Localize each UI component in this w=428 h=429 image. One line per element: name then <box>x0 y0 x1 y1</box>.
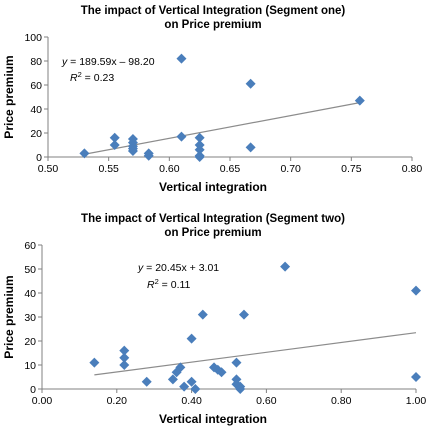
data-point <box>79 148 90 159</box>
data-point <box>109 132 120 143</box>
x-tick-label: 0.70 <box>280 163 301 175</box>
y-tick-label: 40 <box>30 104 42 116</box>
y-tick-label: 0 <box>36 152 42 164</box>
data-point <box>194 152 205 162</box>
x-tick-label: 0.00 <box>32 395 53 407</box>
r-squared-text: = 0.11 <box>159 279 191 291</box>
data-point <box>141 376 152 387</box>
y-tick-label: 50 <box>24 264 36 276</box>
r-squared: R2 = 0.11 <box>147 277 191 291</box>
data-point <box>119 345 130 356</box>
trendline <box>84 102 360 155</box>
data-point <box>245 78 256 89</box>
r-squared-symbol: R <box>147 279 155 291</box>
data-point <box>119 352 130 363</box>
axes: 0.50 0.55 0.60 0.65 0.70 0.75 0.80 0 20 40 60 80 100 <box>24 32 422 175</box>
data-point <box>176 131 187 142</box>
trendline <box>94 332 417 376</box>
data-point <box>179 381 190 392</box>
data-point <box>194 132 205 143</box>
y-tick-label: 80 <box>30 56 42 68</box>
data-point <box>411 372 421 382</box>
points-layer <box>89 261 421 394</box>
data-point <box>280 261 291 272</box>
equation-text: = 189.59x – 98.20 <box>67 56 154 68</box>
x-tick-label: 0.65 <box>220 163 241 175</box>
x-axis-label: Vertical integration <box>159 412 267 426</box>
r-squared-symbol: R <box>70 72 78 84</box>
chart-title-line1: The impact of Vertical Integration (Segm… <box>81 5 346 17</box>
x-tick-label: 0.60 <box>256 395 277 407</box>
equation-variable: y <box>61 56 68 68</box>
x-tick-label: 0.80 <box>331 395 352 407</box>
y-tick-label: 0 <box>30 384 36 396</box>
r-squared-exponent: 2 <box>78 70 82 79</box>
chart-title-line1: The impact of Vertical Integration (Segm… <box>81 213 345 225</box>
data-point <box>109 140 120 150</box>
y-tick-label: 10 <box>24 360 36 372</box>
y-tick-label: 20 <box>30 128 42 140</box>
r-squared: R2 = 0.23 <box>70 70 114 84</box>
data-point <box>231 357 242 368</box>
equation-variable: y <box>137 262 144 274</box>
data-point <box>119 360 130 370</box>
trendline-layer <box>94 332 417 376</box>
data-point <box>143 150 154 161</box>
y-axis-label: Price premium <box>2 55 16 138</box>
axes: 0.00 0.20 0.40 0.60 0.80 1.00 0 10 20 30 40 50 60 <box>24 240 426 407</box>
x-tick-label: 0.60 <box>159 163 180 175</box>
trendline-layer <box>84 102 360 155</box>
data-point <box>186 333 197 344</box>
chart-segment-two: The impact of Vertical Integration (Segm… <box>2 213 426 426</box>
y-tick-label: 60 <box>30 80 42 92</box>
chart-title-line2: on Price premium <box>164 227 261 239</box>
y-tick-label: 100 <box>24 32 42 44</box>
y-tick-label: 60 <box>24 240 36 252</box>
data-point <box>175 362 186 373</box>
data-point <box>354 95 365 106</box>
data-point <box>235 384 246 394</box>
data-point <box>89 357 100 368</box>
x-axis-label: Vertical integration <box>159 180 267 194</box>
chart-title-line2: on Price premium <box>164 19 261 31</box>
data-point <box>216 367 227 378</box>
r-squared-text: = 0.23 <box>82 72 115 84</box>
data-point <box>245 142 256 153</box>
x-tick-label: 1.00 <box>406 395 427 407</box>
x-tick-label: 0.50 <box>38 163 59 175</box>
y-tick-label: 40 <box>24 288 36 300</box>
data-point <box>197 309 208 320</box>
data-point <box>176 53 187 64</box>
chart-segment-one: The impact of Vertical Integration (Segm… <box>2 5 422 194</box>
x-tick-label: 0.55 <box>98 163 119 175</box>
r-squared-exponent: 2 <box>155 277 159 286</box>
trend-equation: y = 189.59x – 98.20 <box>61 56 155 68</box>
trend-equation: y = 20.45x + 3.01 <box>137 262 219 274</box>
data-point <box>411 285 421 296</box>
y-tick-label: 30 <box>24 312 36 324</box>
data-point <box>190 384 201 394</box>
x-tick-label: 0.20 <box>107 395 128 407</box>
data-point <box>238 309 249 320</box>
x-tick-label: 0.75 <box>341 163 362 175</box>
x-tick-label: 0.80 <box>402 163 423 175</box>
data-point <box>127 146 138 156</box>
data-point <box>194 144 205 155</box>
y-tick-label: 20 <box>24 336 36 348</box>
data-point <box>186 376 197 387</box>
points-layer <box>79 53 365 162</box>
y-axis-label: Price premium <box>2 275 16 358</box>
data-point <box>167 374 178 385</box>
equation-text: = 20.45x + 3.01 <box>143 262 219 274</box>
x-tick-label: 0.40 <box>181 395 202 407</box>
